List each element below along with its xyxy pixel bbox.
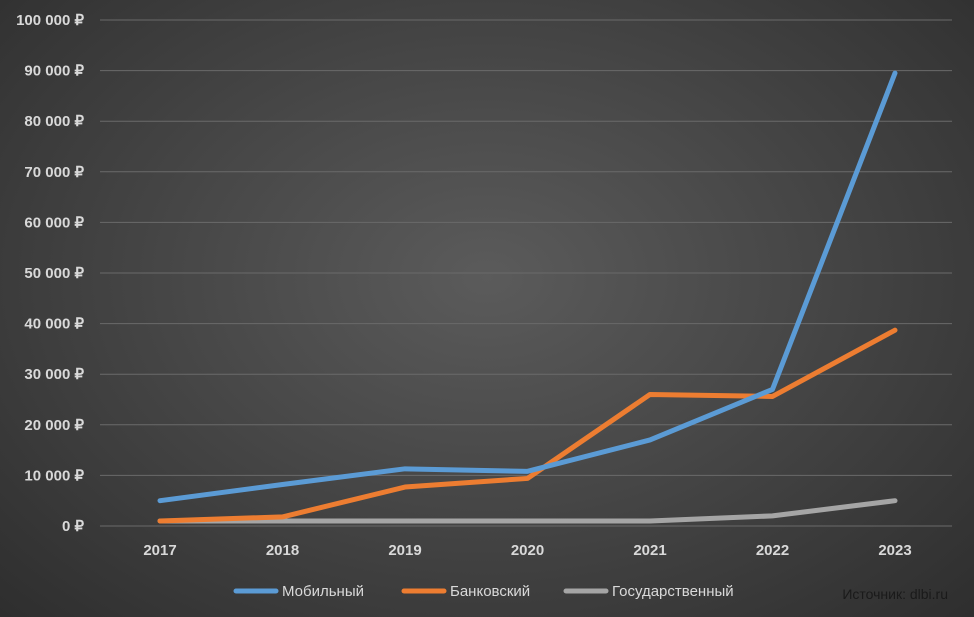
y-tick-label: 10 000 ₽ <box>24 467 84 484</box>
grid-lines <box>100 19 952 527</box>
y-tick-label: 70 000 ₽ <box>24 164 84 181</box>
y-tick-label: 60 000 ₽ <box>24 214 84 231</box>
y-tick-label: 100 000 ₽ <box>16 12 84 29</box>
legend-label: Мобильный <box>282 583 364 600</box>
x-tick-label: 2023 <box>878 542 911 559</box>
legend-label: Государственный <box>612 583 734 600</box>
y-tick-label: 30 000 ₽ <box>24 366 84 383</box>
series-lines <box>157 70 898 524</box>
series-line-3 <box>157 498 898 524</box>
y-tick-label: 80 000 ₽ <box>24 113 84 130</box>
legend-label: Банковский <box>450 583 530 600</box>
x-tick-label: 2022 <box>756 542 789 559</box>
source-note: Источник: dlbi.ru <box>842 586 948 602</box>
x-tick-label: 2017 <box>143 542 176 559</box>
series-line-2 <box>157 327 898 524</box>
series-line-1 <box>157 70 898 504</box>
legend: Мобильный Банковский Государственный <box>233 583 734 600</box>
x-tick-label: 2020 <box>511 542 544 559</box>
y-axis-tick-labels: 0 ₽ 10 000 ₽ 20 000 ₽ 30 000 ₽ 40 000 ₽ 50 00… <box>16 12 84 535</box>
x-tick-label: 2018 <box>266 542 299 559</box>
y-tick-label: 0 ₽ <box>62 518 85 535</box>
x-tick-label: 2021 <box>633 542 666 559</box>
x-axis-tick-labels: 2017 2018 2019 2020 2021 2022 2023 <box>143 542 911 559</box>
y-tick-label: 20 000 ₽ <box>24 417 84 434</box>
y-tick-label: 90 000 ₽ <box>24 63 84 80</box>
y-tick-label: 40 000 ₽ <box>24 316 84 333</box>
y-tick-label: 50 000 ₽ <box>24 265 84 282</box>
x-tick-label: 2019 <box>388 542 421 559</box>
